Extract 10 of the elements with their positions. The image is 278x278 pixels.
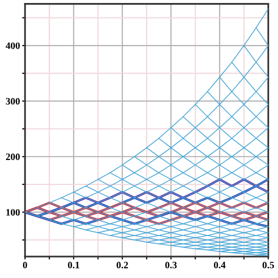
x-tick-label: 0 — [22, 262, 28, 268]
y-tick-label: 200 — [6, 154, 20, 160]
y-tick-label: 300 — [6, 98, 20, 105]
x-tick-label: 0.1 — [68, 262, 80, 268]
y-tick-label: 400 — [6, 42, 20, 50]
x-tick-label: 0.3 — [165, 262, 177, 268]
x-tick-label: 0.4 — [214, 262, 226, 268]
x-tick-label: 0.5 — [262, 262, 274, 268]
y-tick-label: 100 — [6, 209, 20, 216]
x-tick-label: 0.2 — [116, 262, 128, 268]
